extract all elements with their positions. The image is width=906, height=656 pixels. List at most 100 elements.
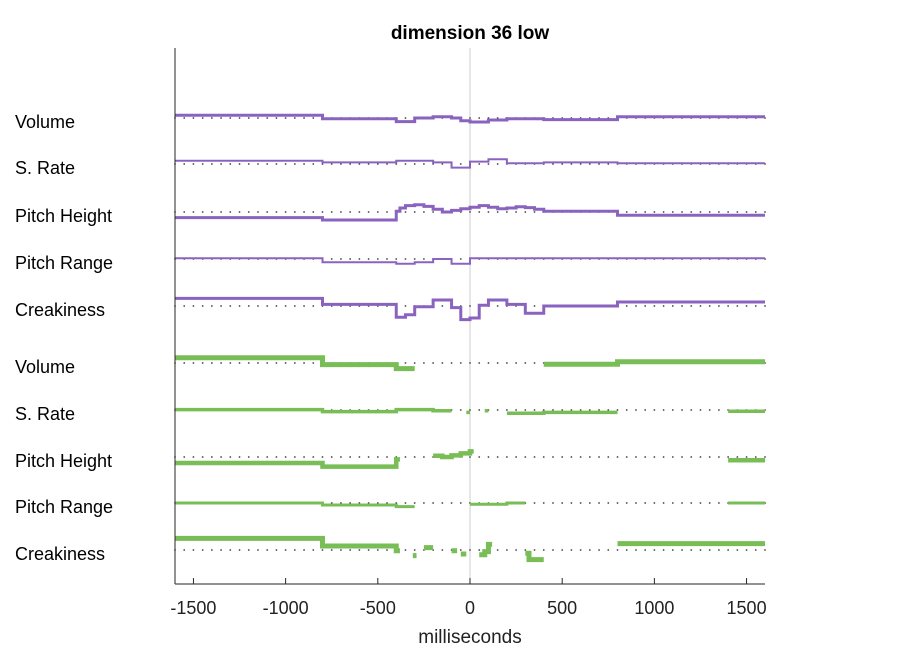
- baseline-dot: [404, 305, 407, 307]
- baseline-dot: [496, 456, 499, 458]
- baseline-dot: [708, 409, 711, 411]
- baseline-dot: [257, 117, 259, 119]
- baseline-dot: [764, 549, 766, 551]
- baseline-dot: [616, 409, 619, 411]
- baseline-dot: [524, 456, 527, 458]
- baseline-dot: [349, 211, 352, 213]
- baseline-dot: [293, 549, 296, 551]
- baseline-dot: [625, 211, 628, 213]
- baseline-dot: [459, 258, 462, 260]
- baseline-dot: [708, 211, 711, 213]
- baseline-dot: [386, 163, 388, 165]
- baseline-dot: [229, 163, 232, 165]
- baseline-dot: [266, 117, 269, 119]
- baseline-dot: [754, 211, 757, 213]
- baseline-dot: [727, 211, 730, 213]
- baseline-dot: [459, 362, 462, 364]
- baseline-dot: [413, 362, 416, 364]
- baseline-dot: [625, 549, 628, 551]
- baseline-dot: [552, 456, 554, 458]
- baseline-dot: [367, 549, 370, 551]
- baseline-dot: [367, 502, 370, 504]
- baseline-dot: [598, 549, 600, 551]
- baseline-dot: [671, 502, 674, 504]
- baseline-dot: [644, 549, 647, 551]
- x-tick-label: 500: [547, 598, 577, 618]
- baseline-dot: [542, 549, 545, 551]
- x-tick-label: -1500: [170, 598, 216, 618]
- baseline-dot: [220, 362, 222, 364]
- x-tick-label: 0: [465, 598, 475, 618]
- baseline-dot: [570, 456, 573, 458]
- baseline-dot: [201, 163, 204, 165]
- baseline-dot: [247, 305, 250, 307]
- baseline-dot: [745, 549, 748, 551]
- baseline-dot: [598, 502, 600, 504]
- baseline-dot: [662, 305, 665, 307]
- baseline-dot: [524, 409, 527, 411]
- baseline-dot: [487, 117, 490, 119]
- baseline-dot: [533, 409, 536, 411]
- baseline-dot: [210, 305, 213, 307]
- x-tick-label: -500: [360, 598, 396, 618]
- baseline-dot: [192, 456, 195, 458]
- baseline-dot: [266, 211, 269, 213]
- baseline-dot: [229, 549, 232, 551]
- baseline-dot: [413, 211, 416, 213]
- baseline-dot: [745, 211, 748, 213]
- baseline-dot: [312, 163, 315, 165]
- baseline-dot: [238, 117, 241, 119]
- baseline-dot: [505, 362, 508, 364]
- baseline-dot: [681, 211, 683, 213]
- baseline-dot: [561, 502, 564, 504]
- baseline-dot: [635, 456, 637, 458]
- baseline-dot: [293, 305, 296, 307]
- baseline-dot: [340, 456, 342, 458]
- baseline-dot: [303, 362, 305, 364]
- baseline-dot: [542, 456, 545, 458]
- baseline-dot: [708, 502, 711, 504]
- baseline-dot: [718, 409, 720, 411]
- baseline-dot: [210, 456, 213, 458]
- baseline-dot: [671, 549, 674, 551]
- baseline-dot: [441, 163, 444, 165]
- baseline-dot: [718, 549, 720, 551]
- baseline-dot: [340, 211, 342, 213]
- baseline-dot: [441, 502, 444, 504]
- baseline-dot: [616, 456, 619, 458]
- baseline-dot: [561, 163, 564, 165]
- baseline-dot: [754, 549, 757, 551]
- baseline-dot: [423, 456, 425, 458]
- baseline-dot: [257, 362, 259, 364]
- baseline-dot: [183, 362, 186, 364]
- baseline-dot: [266, 549, 269, 551]
- baseline-dot: [247, 362, 250, 364]
- baseline-dot: [275, 549, 278, 551]
- purple-series-4: [175, 296, 765, 322]
- baseline-dot: [330, 456, 333, 458]
- baseline-dot: [201, 362, 204, 364]
- baseline-dot: [183, 305, 186, 307]
- baseline-dot: [644, 305, 647, 307]
- baseline-dot: [303, 163, 305, 165]
- baseline-dot: [229, 211, 232, 213]
- baseline-dot: [690, 549, 693, 551]
- baseline-dot: [321, 211, 324, 213]
- baseline-dot: [588, 409, 591, 411]
- baseline-dot: [635, 211, 637, 213]
- baseline-dot: [404, 211, 407, 213]
- baseline-dot: [450, 502, 453, 504]
- baseline-dot: [588, 163, 591, 165]
- baseline-dot: [367, 163, 370, 165]
- baseline-dot: [376, 258, 379, 260]
- baseline-dot: [303, 117, 305, 119]
- baseline-dot: [588, 502, 591, 504]
- baseline-dot: [432, 362, 435, 364]
- baseline-dot: [330, 163, 333, 165]
- baseline-dot: [321, 163, 324, 165]
- baseline-dot: [376, 456, 379, 458]
- baseline-dot: [681, 409, 683, 411]
- purple-series-1: [175, 158, 765, 169]
- baseline-dot: [404, 163, 407, 165]
